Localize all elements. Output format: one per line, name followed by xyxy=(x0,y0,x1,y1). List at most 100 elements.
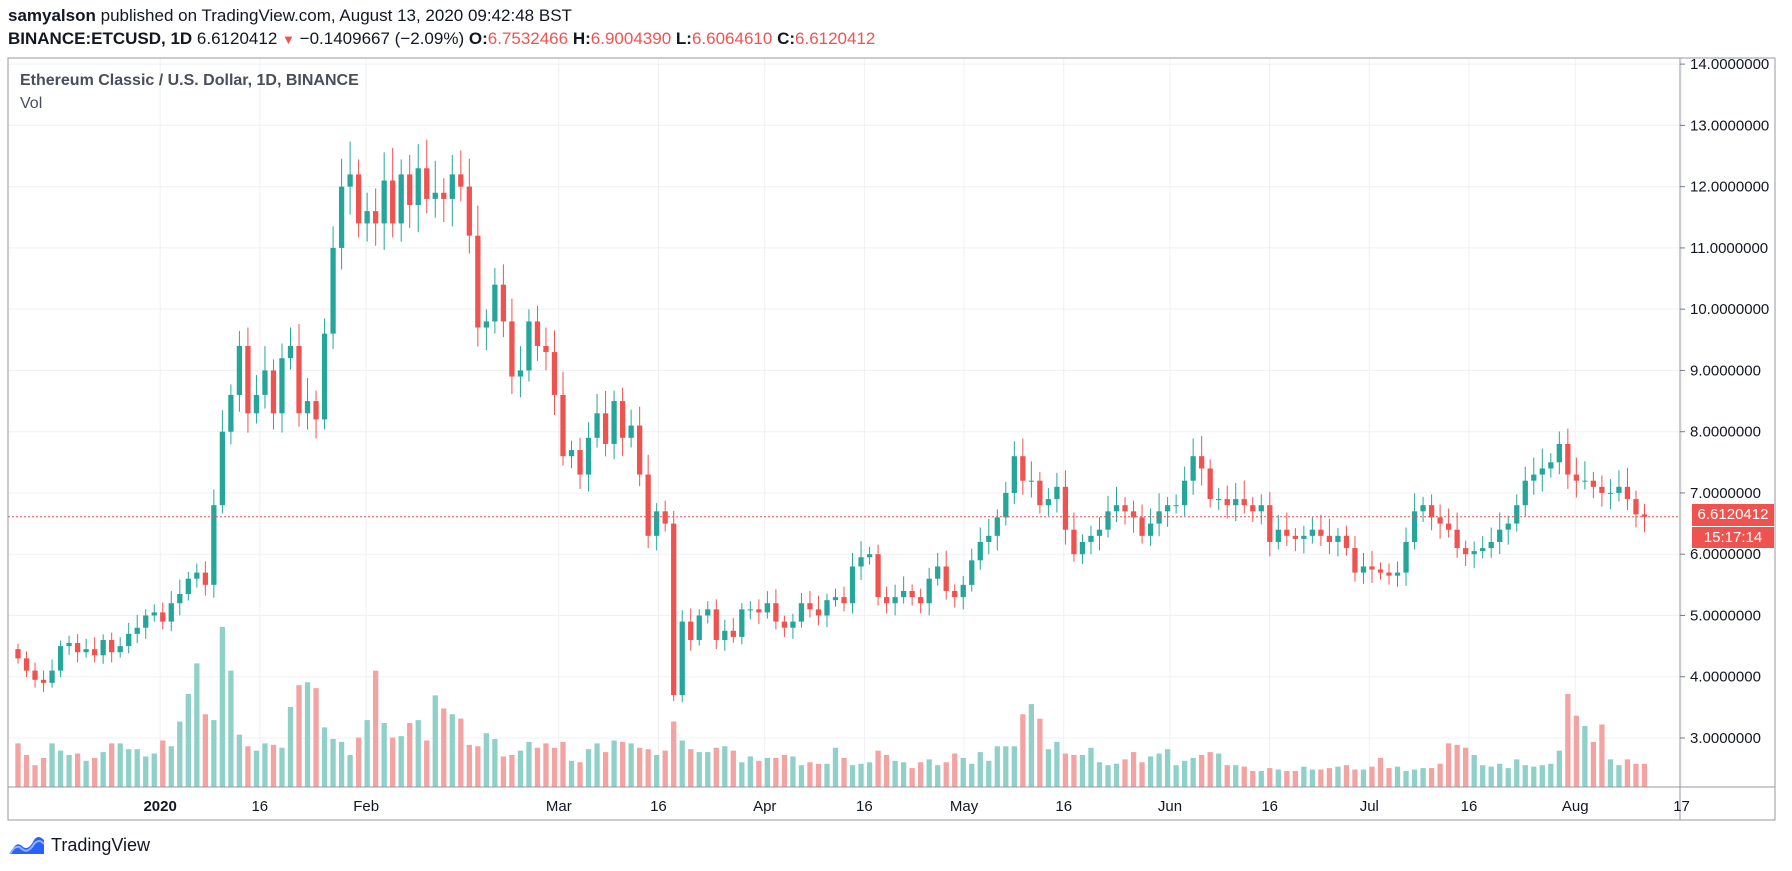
tradingview-logo-icon xyxy=(9,837,45,855)
candle-body xyxy=(747,609,753,611)
price-axis[interactable]: 14.0000000 13.0000000 12.0000000 11.0000000… xyxy=(1680,56,1769,747)
candle-body xyxy=(909,590,915,598)
volume-bar xyxy=(296,685,302,787)
candle-body xyxy=(517,370,524,377)
volume-bar xyxy=(730,750,736,787)
candle-body xyxy=(1394,572,1401,576)
candle-body xyxy=(1437,517,1443,524)
time-axis[interactable]: 2020 16 Feb Mar 16 Apr 16 May 16 Jun 16 Jul 16 Aug 17 xyxy=(143,798,1689,815)
tradingview-brand[interactable]: TradingView xyxy=(8,834,150,856)
volume-bar xyxy=(1582,725,1588,787)
volume-bar xyxy=(1573,715,1579,787)
publisher-name[interactable]: samyalson xyxy=(8,6,96,25)
candle-body xyxy=(1199,456,1205,469)
volume-bar xyxy=(338,741,345,787)
candle-body xyxy=(458,174,464,187)
candle-body xyxy=(815,609,822,616)
candle-body xyxy=(1113,505,1120,512)
candle-body xyxy=(449,174,455,199)
volume-bar xyxy=(688,749,694,787)
volume-bar xyxy=(935,765,941,787)
candle-body xyxy=(1403,541,1409,573)
candle-body xyxy=(1522,480,1528,506)
volume-bar xyxy=(1011,746,1017,787)
candle-body xyxy=(960,584,966,598)
candle-body xyxy=(287,345,294,359)
volume-bar xyxy=(1497,763,1503,787)
candle-body xyxy=(304,401,311,414)
candle-body xyxy=(952,590,958,598)
volume-bar xyxy=(628,743,634,787)
candle-body xyxy=(49,670,55,683)
candle-body xyxy=(1233,499,1239,506)
candle-body xyxy=(1182,480,1188,506)
volume-bar xyxy=(1480,765,1486,787)
candle-body xyxy=(279,358,285,414)
candle-body xyxy=(560,394,566,457)
candle-body xyxy=(1343,535,1350,549)
volume-bar xyxy=(1096,762,1103,787)
volume-bar xyxy=(1147,756,1154,787)
volume-bar xyxy=(466,744,472,787)
candle-body xyxy=(1096,529,1103,536)
close-label: C: xyxy=(777,29,796,48)
candle-body xyxy=(40,679,47,683)
candle-body xyxy=(1258,505,1264,512)
volume-bar xyxy=(1156,753,1162,787)
candle-body xyxy=(926,578,932,604)
candle-body xyxy=(781,621,788,628)
volume-bar xyxy=(1488,766,1494,787)
candle-body xyxy=(1471,551,1477,555)
triangle-down-icon: ▼ xyxy=(282,32,295,47)
x-tick-label: Apr xyxy=(753,798,776,815)
volume-bar xyxy=(986,760,992,787)
volume-bar xyxy=(1037,718,1043,787)
volume-bar xyxy=(1071,755,1077,787)
volume-bar xyxy=(1548,763,1554,787)
volume-bar xyxy=(602,752,609,787)
volume-bar xyxy=(441,708,447,787)
candle-body xyxy=(143,615,149,628)
outer-frame xyxy=(7,57,1776,821)
candle-body xyxy=(1360,566,1367,573)
candle-body xyxy=(1556,443,1562,463)
high-value: 6.9004390 xyxy=(590,29,672,48)
volume-bar xyxy=(1207,752,1213,787)
volume-bar xyxy=(202,714,208,787)
volume-bar xyxy=(32,765,38,787)
volume-bar xyxy=(1122,759,1128,787)
candle-body xyxy=(381,180,387,224)
volume-bar xyxy=(1173,765,1179,787)
candle-body xyxy=(892,597,898,604)
volume-bar xyxy=(1241,766,1247,787)
chart-grid xyxy=(8,58,1683,787)
candle-body xyxy=(296,345,302,414)
candle-body xyxy=(1582,480,1588,482)
countdown-tag: 15:17:14 xyxy=(1692,527,1774,548)
candle-body xyxy=(321,333,328,420)
candle-body xyxy=(1207,468,1213,500)
volume-bar xyxy=(807,762,813,787)
price-change: −0.1409667 (−2.09%) xyxy=(299,29,465,48)
candle-body xyxy=(194,572,200,579)
volume-bar xyxy=(815,763,822,787)
candle-body xyxy=(23,658,30,671)
volume-bar xyxy=(832,747,839,787)
candle-body xyxy=(730,630,736,637)
candle-body xyxy=(202,572,208,585)
volume-bar xyxy=(143,756,149,787)
candle-body xyxy=(1011,456,1017,493)
candle-body xyxy=(160,612,166,622)
candle-body xyxy=(424,168,430,199)
open-value: 6.7532466 xyxy=(487,29,569,48)
candle-body xyxy=(1088,535,1094,542)
volume-bar xyxy=(390,737,396,787)
candle-body xyxy=(773,603,779,622)
candle-body xyxy=(790,621,796,628)
candle-body xyxy=(1122,505,1128,512)
volume-bar xyxy=(509,755,515,787)
volume-bar xyxy=(1088,747,1094,787)
candle-body xyxy=(1309,529,1316,536)
volume-bar xyxy=(330,739,336,787)
